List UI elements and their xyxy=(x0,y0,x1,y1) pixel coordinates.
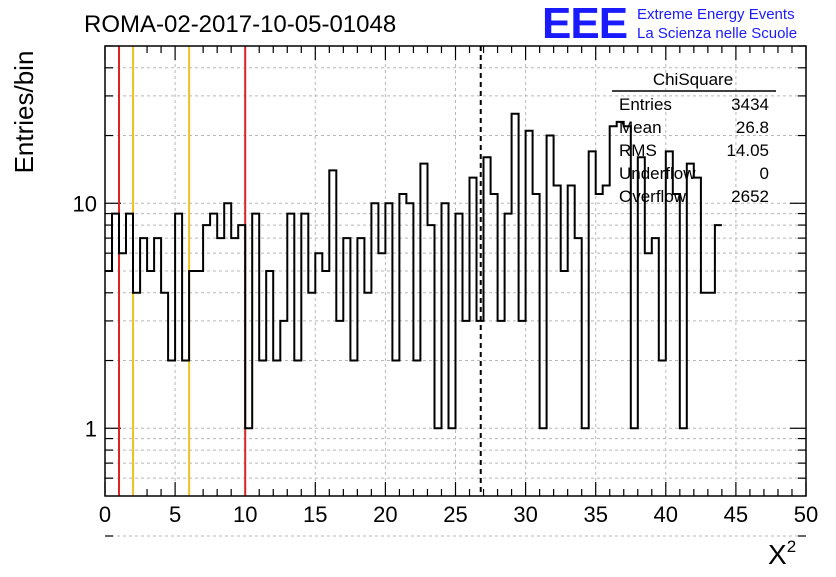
stats-box-title: ChiSquare xyxy=(653,70,733,89)
logo-line2: La Scienza nelle Scuole xyxy=(637,25,797,42)
x-tick-label: 50 xyxy=(794,502,818,527)
stats-row-label: RMS xyxy=(619,141,657,160)
x-tick-labels: 0 5 10 15 20 25 30 35 40 45 50 xyxy=(99,502,818,527)
y-tick-labels: 1 10 xyxy=(73,191,97,441)
y-tick-label: 10 xyxy=(73,191,97,216)
logo-letters: EEE xyxy=(542,0,627,48)
stats-box-rows: Entries 3434 Mean 26.8 RMS 14.05 Underflow 0 Ove… xyxy=(619,95,769,206)
x-tick-label: 35 xyxy=(583,502,607,527)
plot-frame xyxy=(104,45,807,497)
stats-row-value: 3434 xyxy=(731,95,769,114)
x-tick-label: 45 xyxy=(724,502,748,527)
stats-row-value: 0 xyxy=(760,164,769,183)
x-tick-label: 25 xyxy=(443,502,467,527)
stats-row-label: Entries xyxy=(619,95,672,114)
x-tick-label: 5 xyxy=(169,502,181,527)
stats-row-label: Mean xyxy=(619,118,662,137)
stats-row-label: Overflow xyxy=(619,187,687,206)
x-tick-label: 15 xyxy=(303,502,327,527)
x-axis-label-symbol: X xyxy=(768,539,787,570)
x-tick-label: 30 xyxy=(513,502,537,527)
stats-row-value: 26.8 xyxy=(736,118,769,137)
x-axis-label-superscript: 2 xyxy=(787,537,796,556)
eee-logo: EEE Extreme Energy Events La Scienza nel… xyxy=(542,0,797,48)
x-tick-label: 20 xyxy=(373,502,397,527)
stats-box: ChiSquare Entries 3434 Mean 26.8 RMS 14.05 Und… xyxy=(612,70,776,206)
x-tick-label: 0 xyxy=(99,502,111,527)
stats-row-value: 2652 xyxy=(731,187,769,206)
stats-row-label: Underflow xyxy=(619,164,696,183)
stats-row-value: 14.05 xyxy=(726,141,769,160)
x-tick-label: 40 xyxy=(654,502,678,527)
chart-title: ROMA-02-2017-10-05-01048 xyxy=(84,11,396,38)
x-axis-label: X2 xyxy=(768,537,796,570)
logo-line1: Extreme Energy Events xyxy=(637,6,795,23)
y-axis-label: Entries/bin xyxy=(9,51,39,174)
y-tick-label: 1 xyxy=(85,416,97,441)
histogram-series-line xyxy=(105,112,722,430)
x-tick-label: 10 xyxy=(233,502,257,527)
